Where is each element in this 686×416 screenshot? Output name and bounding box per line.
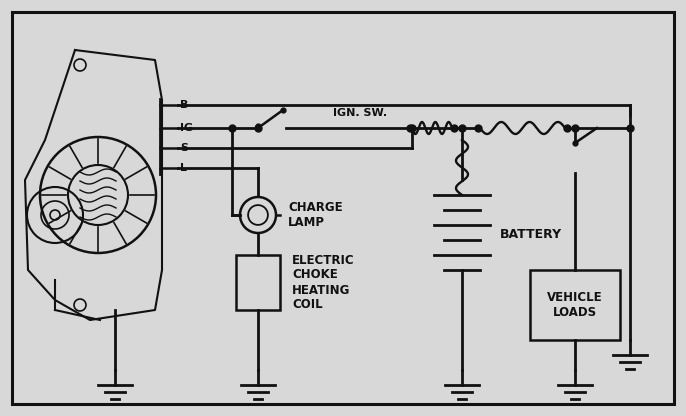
Bar [530, 270, 620, 340]
Text: BATTERY: BATTERY [500, 228, 562, 242]
Text: CHARGE
LAMP: CHARGE LAMP [288, 201, 342, 229]
Text: B: B [180, 100, 189, 110]
Text: ELECTRIC
CHOKE
HEATING
COIL: ELECTRIC CHOKE HEATING COIL [292, 253, 355, 312]
Text: VEHICLE
LOADS: VEHICLE LOADS [547, 291, 603, 319]
Bar [236, 255, 280, 310]
Text: S: S [180, 143, 188, 153]
Text: IG: IG [180, 123, 193, 133]
Text: IGN. SW.: IGN. SW. [333, 108, 387, 118]
Text: L: L [180, 163, 187, 173]
